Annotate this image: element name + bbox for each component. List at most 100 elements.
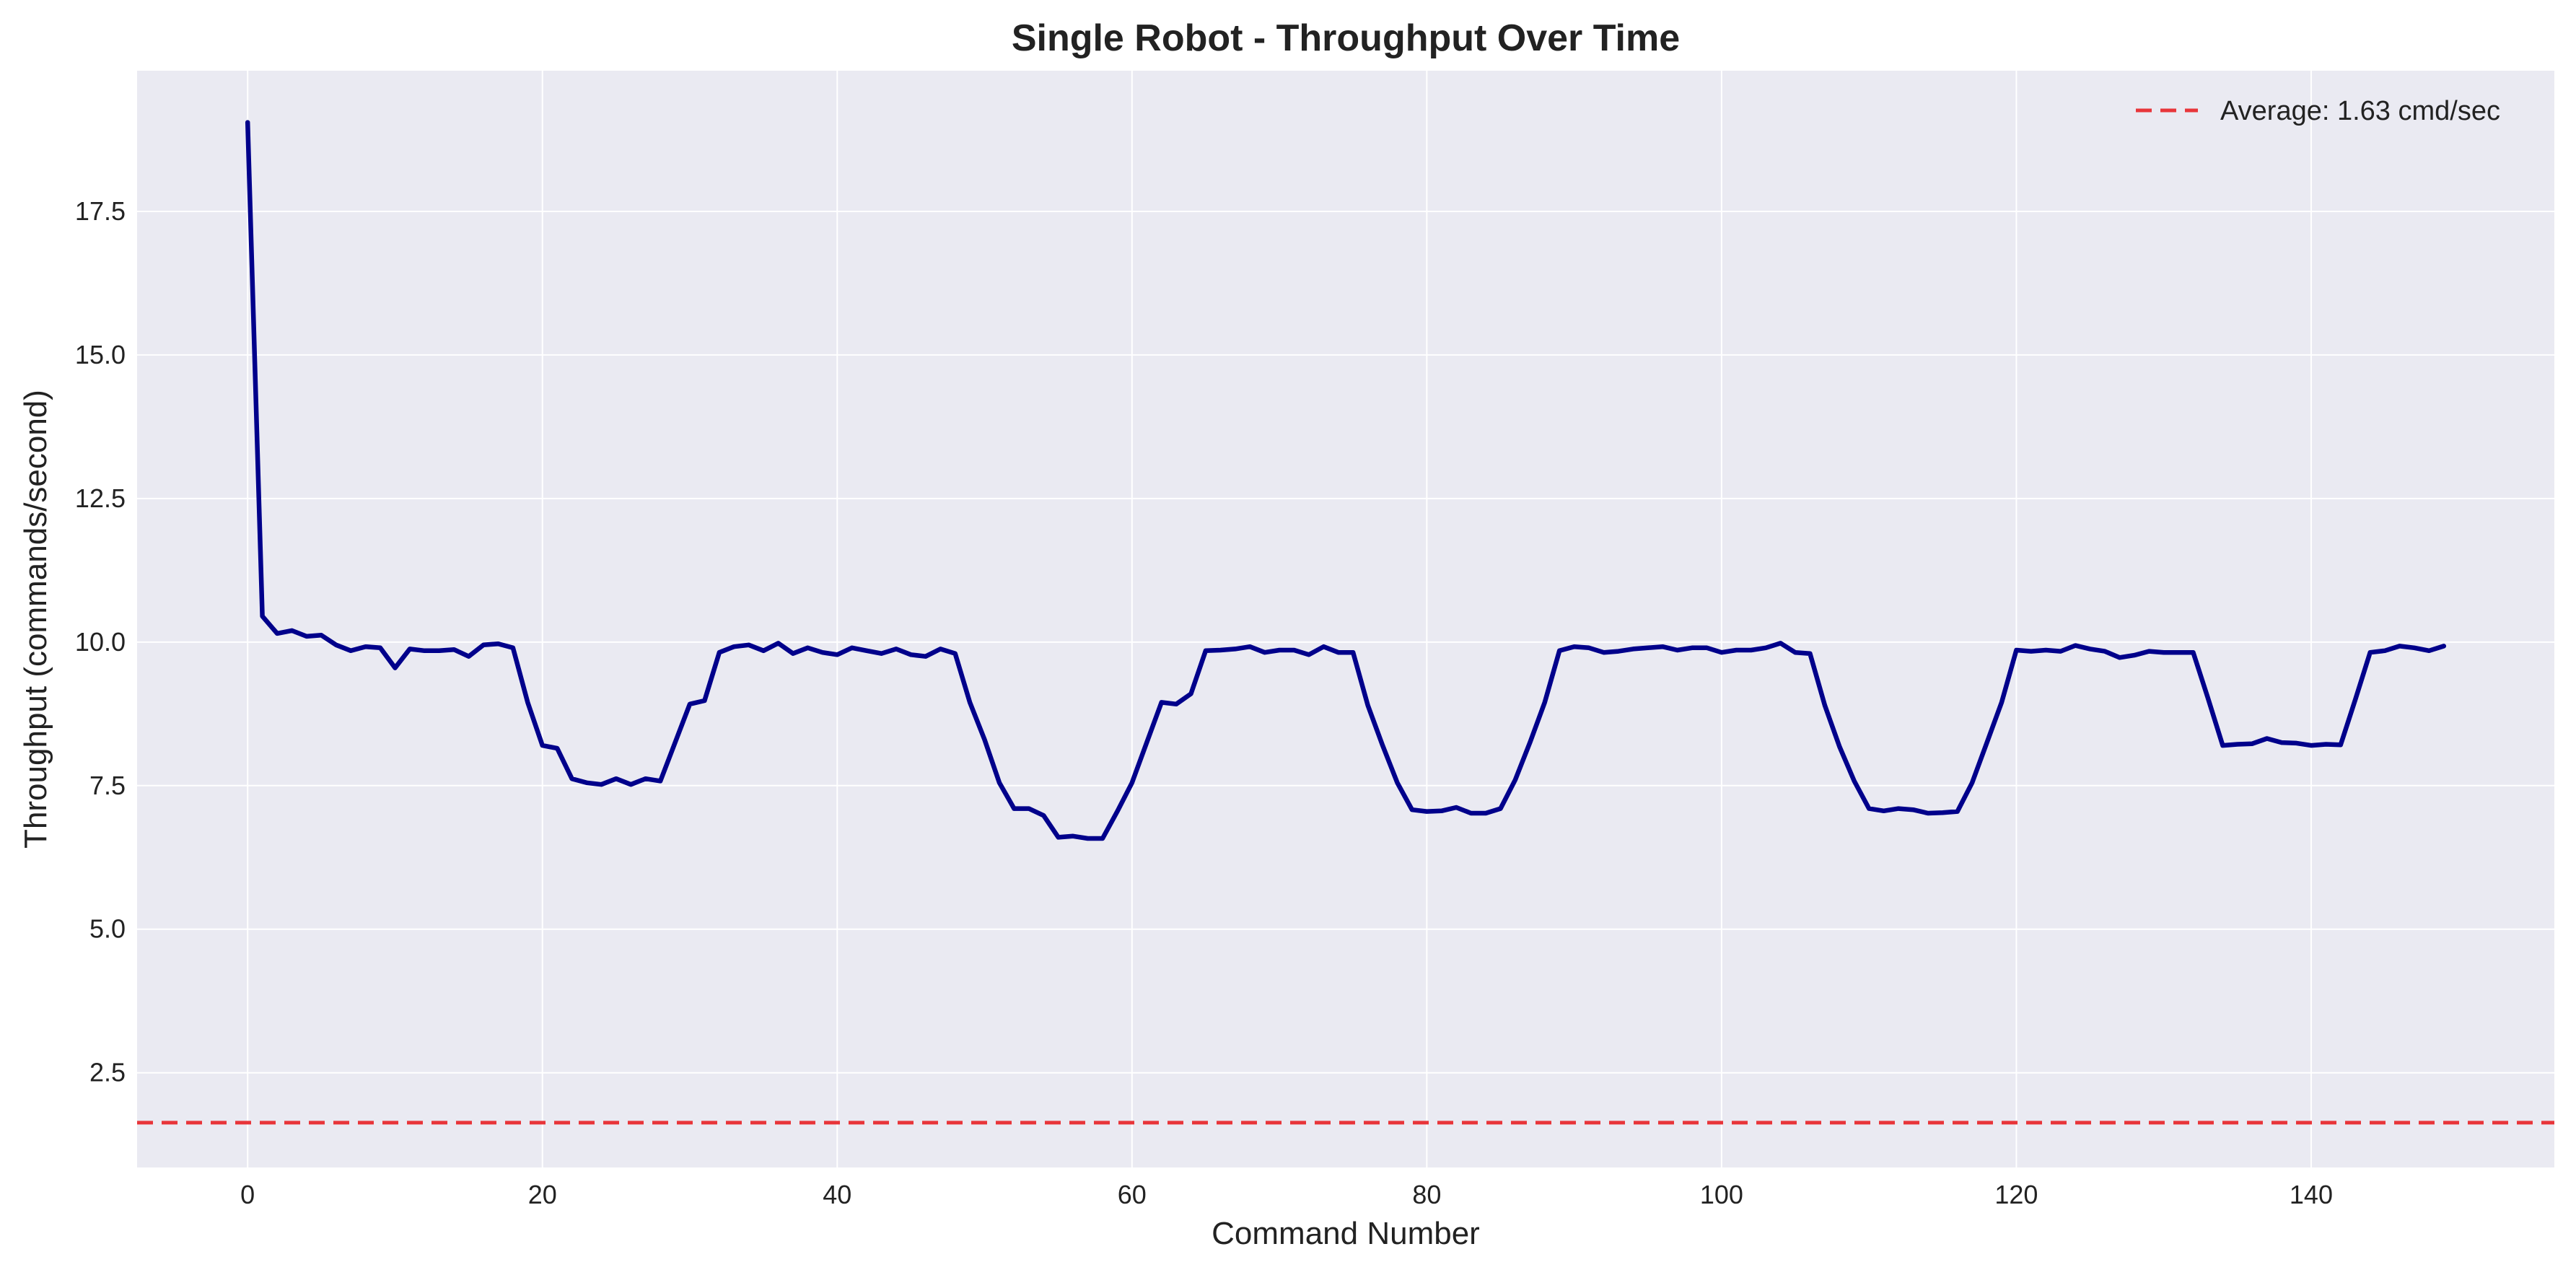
series-layer [137,120,2554,1125]
data-point [1292,648,1296,652]
data-point [1557,649,1561,653]
data-point [924,654,928,659]
data-point [540,743,545,748]
data-point [1499,807,1502,811]
data-point [1940,810,1945,815]
data-point [2309,743,2313,748]
data-point [1454,805,1458,810]
data-point [1144,740,1149,745]
data-point [820,650,825,654]
data-point [1955,810,1960,814]
data-point [1970,781,1974,785]
data-point [364,644,368,649]
data-point [1867,807,1871,811]
data-point [1793,650,1797,654]
data-point [290,628,294,633]
data-point [1469,811,1473,815]
data-point [1056,835,1061,839]
data-point [1204,649,1208,653]
data-point [1911,807,1915,812]
data-point [1100,836,1105,841]
data-point [835,652,839,657]
x-tick-label: 80 [1412,1180,1441,1209]
data-point [1041,813,1046,818]
x-tick-label: 20 [528,1180,557,1209]
data-point [2442,644,2446,648]
data-point [2220,743,2225,748]
data-point [437,649,442,653]
data-point [599,782,603,787]
chart-title: Single Robot - Throughput Over Time [1012,17,1680,59]
data-point [570,776,574,781]
y-tick-label: 7.5 [89,771,126,800]
data-point [894,647,898,651]
data-point [1380,743,1385,748]
data-point [1660,644,1665,649]
data-point [1248,644,1252,649]
data-point [864,649,869,653]
data-point [2323,742,2328,746]
data-point [953,652,958,656]
data-point [2427,649,2431,653]
y-tick-label: 17.5 [75,196,126,226]
data-point [1189,692,1193,696]
data-point [1484,811,1488,815]
data-point [938,647,942,651]
data-point [555,746,559,750]
data-point [467,654,471,659]
data-point [2029,649,2033,654]
y-axis-label: Throughput (commands/second) [18,390,53,849]
data-point [275,631,279,636]
data-point [1440,809,1444,813]
data-point [908,652,913,657]
data-point [1837,745,1841,749]
data-point [2191,650,2195,654]
y-tick-label: 12.5 [75,483,126,513]
data-point [2398,644,2401,648]
data-point [658,779,662,783]
data-point [2103,649,2107,654]
data-point [850,646,854,650]
data-point [717,650,722,654]
data-point [1277,648,1282,652]
data-point [1424,810,1429,814]
data-point [1985,740,1989,745]
data-point [1926,811,1930,815]
data-point [1513,778,1517,782]
data-point [1233,647,1237,651]
data-point [305,634,309,639]
data-point [1690,646,1694,650]
grid-layer [137,71,2554,1167]
data-point [334,643,338,647]
data-point [1160,700,1164,704]
data-point [2265,737,2269,740]
data-point [1896,807,1901,811]
x-tick-label: 120 [1994,1180,2038,1209]
data-point [2162,650,2166,654]
data-point [1852,779,1857,783]
data-point [1528,740,1532,745]
legend-average-label: Average: 1.63 cmd/sec [2220,96,2500,126]
data-point [2043,648,2048,652]
data-point [1263,650,1267,654]
data-point [1012,807,1016,811]
x-tick-label: 100 [1700,1180,1743,1209]
data-point [1027,807,1031,811]
data-point [2368,650,2373,654]
data-point [805,646,810,650]
plot-area [137,71,2554,1167]
data-point [584,781,589,785]
x-tick-label: 0 [240,1180,255,1209]
x-axis-label: Command Number [1212,1216,1480,1251]
y-tick-label: 2.5 [89,1058,126,1087]
data-point [452,647,456,652]
x-tick-label: 40 [823,1180,851,1209]
data-point [1999,700,2004,704]
data-point [408,647,412,651]
data-point [1779,641,1783,645]
data-point [880,652,884,656]
data-point [702,698,706,703]
data-point [1602,650,1605,654]
data-point [245,121,250,125]
